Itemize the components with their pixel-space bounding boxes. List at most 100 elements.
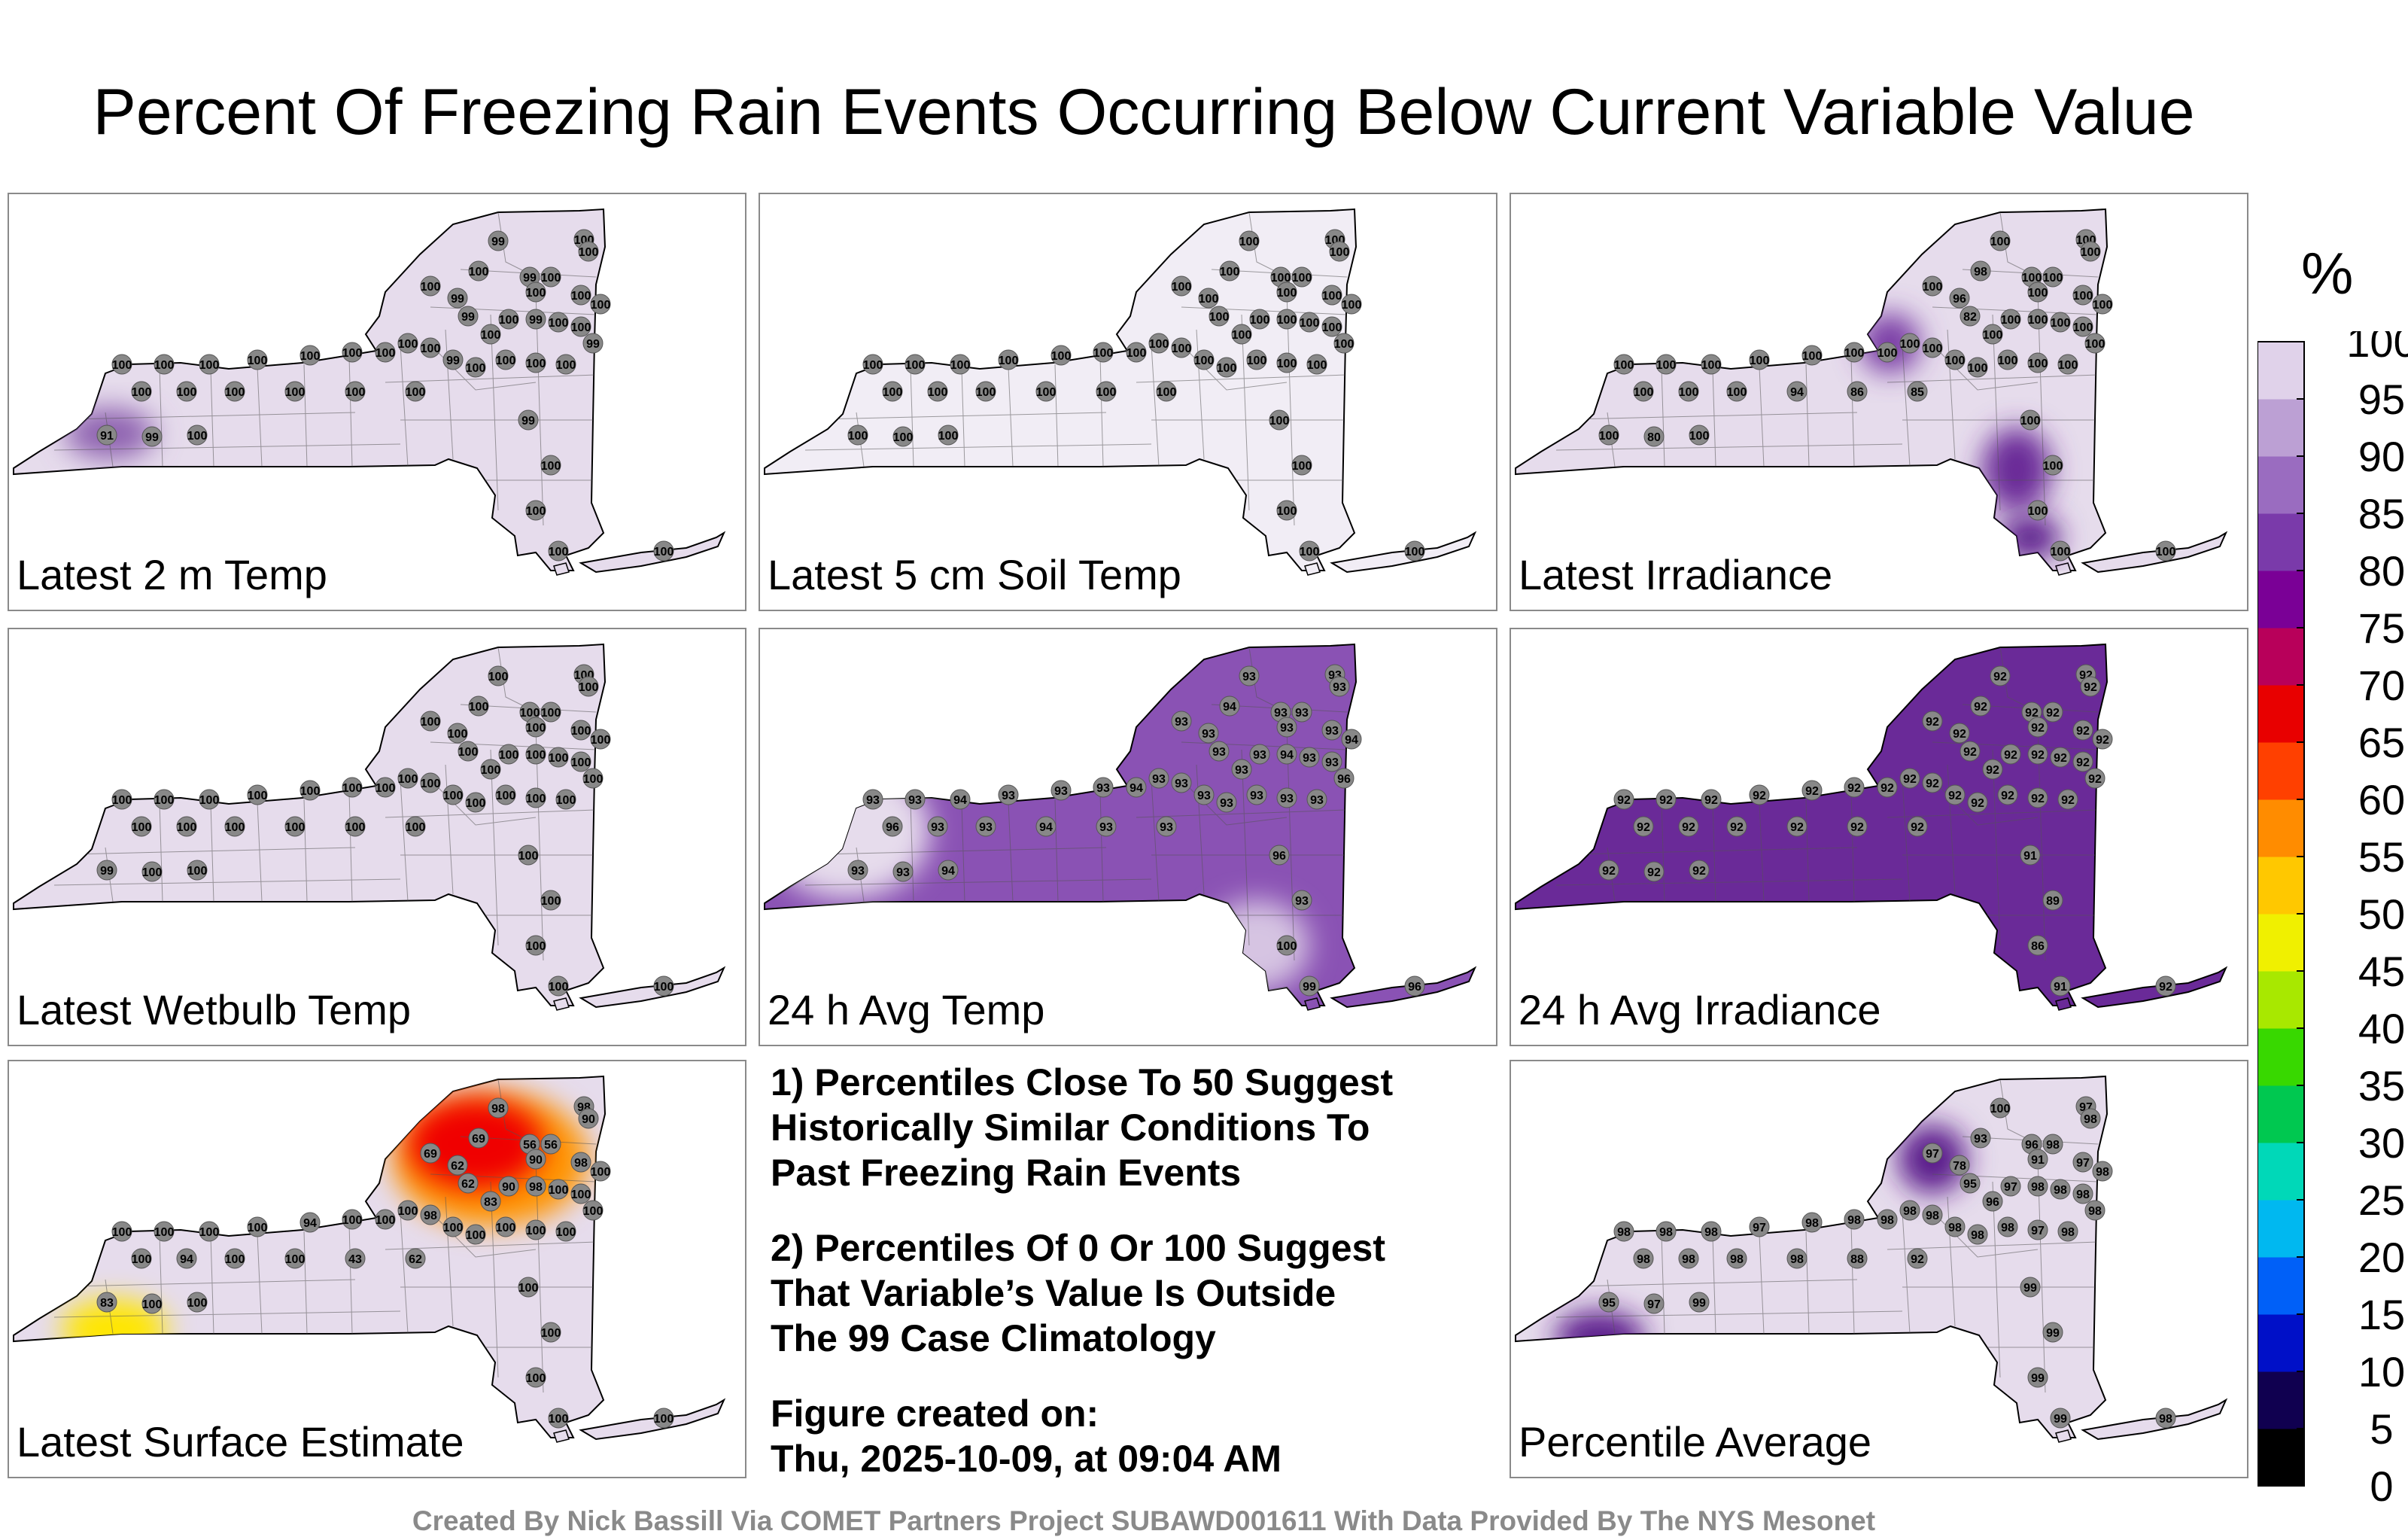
station-value: 92 [1880, 782, 1894, 795]
station-marker: 85 [1907, 381, 1928, 402]
station-marker: 97 [2072, 1152, 2093, 1173]
station-value: 92 [1948, 790, 1962, 802]
station-value: 99 [100, 865, 114, 878]
station-marker: 100 [1333, 333, 1354, 354]
station-marker: 100 [1877, 342, 1898, 363]
station-value: 100 [466, 1229, 486, 1242]
station-value: 100 [1983, 329, 2003, 342]
station-marker: 92 [2027, 787, 2048, 808]
station-marker: 100 [1291, 266, 1312, 288]
station-value: 91 [2023, 850, 2037, 863]
station-marker: 100 [111, 354, 132, 375]
long-island-outline [2081, 966, 2228, 1009]
county-border [1099, 356, 1104, 467]
station-marker: 99 [525, 309, 546, 330]
station-value: 90 [529, 1154, 543, 1167]
station-value: 100 [187, 1297, 208, 1310]
long-island-outline [1330, 531, 1477, 574]
station-marker: 96 [1269, 845, 1290, 866]
station-marker: 99 [442, 349, 464, 370]
station-marker: 93 [975, 816, 996, 837]
station-marker: 100 [578, 241, 599, 262]
station-marker: 92 [1847, 816, 1868, 837]
station-marker: 94 [299, 1212, 321, 1233]
station-marker: 100 [518, 845, 539, 866]
state-outline [13, 643, 607, 1006]
panel-24h-avg-temp: 93 93 93 93 94 93 93 93 93 93 93 93 93 94 93 93 94 96 93 93… [759, 628, 1497, 1046]
panel-latest-irradiance: 100 100 100 100 98 100 100 100 100 96 82 100 100 100 1… [1510, 193, 2248, 611]
county-border [1887, 1241, 2099, 1250]
station-marker: 100 [1269, 409, 1290, 431]
station-marker: 100 [1329, 241, 1350, 262]
station-value: 98 [491, 1103, 505, 1115]
station-marker: 100 [375, 777, 396, 798]
station-marker: 100 [420, 337, 441, 358]
station-value: 100 [1322, 321, 1342, 334]
station-value: 98 [1730, 1253, 1744, 1266]
station-value: 95 [1963, 1178, 1977, 1191]
county-border [348, 791, 353, 902]
county-border [1196, 329, 1205, 460]
station-marker: 99 [2042, 1322, 2063, 1343]
station-marker: 100 [540, 890, 561, 911]
station-marker: 100 [582, 768, 604, 789]
station-value: 97 [2076, 1157, 2090, 1170]
station-value: 100 [571, 290, 591, 303]
county-border [257, 1234, 263, 1335]
station-value: 100 [556, 1226, 576, 1239]
station-value: 98 [1948, 1222, 1962, 1234]
county-border [1241, 314, 1250, 511]
station-value: 100 [950, 359, 971, 372]
panel-label: Latest Surface Estimate [17, 1418, 464, 1465]
county-border [1241, 749, 1250, 946]
station-value: 100 [571, 725, 591, 738]
station-value: 100 [1209, 311, 1230, 324]
county-border [1008, 802, 1014, 902]
station-value: 100 [225, 821, 245, 834]
station-value: 93 [1274, 707, 1288, 720]
station-marker: 100 [1922, 275, 1943, 297]
station-marker: 100 [862, 354, 883, 375]
staten-island-outline [1304, 562, 1321, 576]
station-value: 98 [1903, 1205, 1917, 1218]
station-value: 98 [424, 1210, 437, 1222]
colorbar-tick-label: 55 [2358, 833, 2405, 881]
station-marker: 89 [2042, 890, 2063, 911]
station-marker: 100 [2155, 540, 2176, 562]
station-value: 100 [458, 746, 479, 759]
station-marker: 100 [465, 1224, 486, 1245]
station-value: 100 [112, 794, 132, 807]
station-marker: 100 [1171, 337, 1192, 358]
station-marker: 91 [2027, 1149, 2048, 1170]
station-marker: 92 [2000, 744, 2021, 765]
county-border [1805, 364, 1810, 467]
station-value: 100 [905, 359, 926, 372]
station-marker: 93 [862, 789, 883, 810]
county-border [257, 367, 263, 467]
panel-latest-5cm-soil-temp: 100 100 100 100 100 100 100 100 100 100 100 100 100 1… [759, 193, 1497, 611]
station-marker: 100 [548, 975, 569, 997]
county-border [38, 847, 356, 856]
station-marker: 100 [2084, 333, 2105, 354]
station-marker: 96 [1333, 768, 1354, 789]
station-value: 98 [1926, 1210, 1939, 1222]
station-marker: 100 [1219, 260, 1240, 282]
station-value: 100 [2028, 314, 2048, 327]
county-border [789, 412, 1107, 421]
station-value: 100 [883, 386, 903, 399]
station-value: 92 [2004, 749, 2017, 762]
station-value: 98 [2096, 1166, 2109, 1179]
station-value: 100 [579, 681, 599, 694]
station-marker: 97 [2027, 1219, 2048, 1240]
station-value: 100 [342, 782, 363, 795]
station-value: 93 [1212, 746, 1226, 759]
station-value: 93 [1235, 764, 1248, 777]
station-value: 100 [199, 359, 220, 372]
station-marker: 100 [1990, 1097, 2011, 1119]
station-marker: 92 [1701, 789, 1722, 810]
station-value: 100 [469, 701, 489, 714]
station-value: 100 [1634, 386, 1654, 399]
station-marker: 92 [1786, 816, 1808, 837]
station-value: 100 [591, 1166, 611, 1179]
colorbar-tick-label: 70 [2358, 662, 2405, 709]
